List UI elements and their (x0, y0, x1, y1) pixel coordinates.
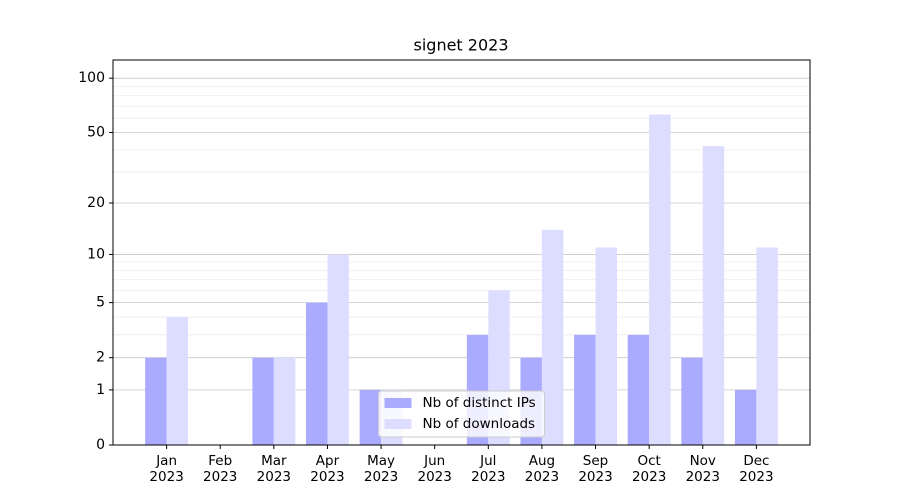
y-tick-label: 100 (78, 70, 105, 86)
y-tick-label: 0 (96, 437, 105, 453)
bar (649, 114, 671, 445)
x-tick-label: Jun 2023 (417, 453, 452, 485)
y-tick-label: 2 (96, 350, 105, 366)
bar (359, 389, 382, 445)
plot-frame (112, 59, 811, 446)
bar (702, 146, 725, 445)
chart-title: signet 2023 (414, 36, 509, 55)
x-tick-label: May 2023 (363, 453, 399, 485)
bar (756, 247, 778, 445)
legend: Nb of distinct IPs Nb of downloads (378, 390, 545, 438)
y-tick-label: 50 (87, 125, 105, 141)
legend-swatch (384, 419, 412, 429)
legend-label: Nb of distinct IPs (423, 395, 536, 411)
legend-box (378, 390, 545, 438)
x-tick-label: Apr 2023 (310, 453, 345, 485)
bar (273, 357, 296, 445)
bar (252, 357, 274, 445)
x-tick-label: Oct 2023 (631, 453, 667, 485)
x-tick-label: Feb 2023 (203, 453, 238, 485)
bar (145, 357, 167, 445)
bar (574, 334, 596, 445)
bar (681, 357, 703, 445)
bar (595, 247, 617, 445)
bar (306, 302, 328, 445)
y-tick-label: 10 (87, 246, 105, 262)
x-tick-label: Mar 2023 (256, 453, 292, 485)
bar (627, 334, 650, 445)
x-tick-label: Sep 2023 (578, 453, 613, 485)
bar (327, 254, 349, 445)
x-tick-label: Jul 2023 (471, 453, 506, 485)
bar (734, 389, 757, 445)
x-tick-label: Jan 2023 (149, 453, 184, 485)
x-tick-label: Aug 2023 (524, 453, 560, 485)
y-tick-label: 5 (96, 295, 105, 311)
bar (166, 317, 189, 445)
y-tick-label: 20 (87, 195, 105, 211)
legend-label: Nb of downloads (423, 416, 536, 432)
bar (541, 229, 564, 445)
x-tick-label: Dec 2023 (739, 453, 774, 485)
x-tick-label: Nov 2023 (685, 453, 720, 485)
legend-swatch (384, 398, 412, 408)
y-tick-label: 1 (96, 382, 105, 398)
